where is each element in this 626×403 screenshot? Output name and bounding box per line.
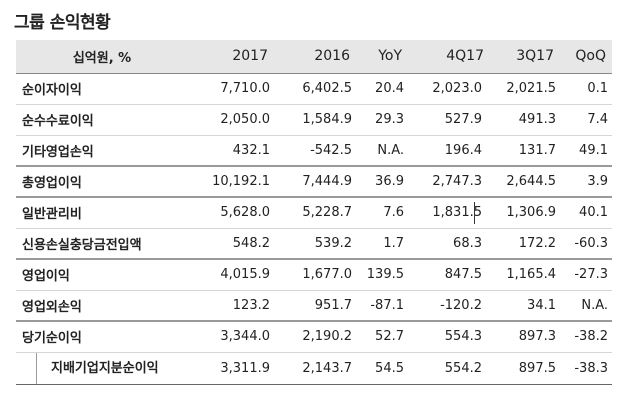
page-title: 그룹 손익현황 bbox=[14, 13, 111, 33]
table-row: 영업외손익 123.2 951.7 -87.1 -120.2 34.1 N.A. bbox=[16, 290, 612, 322]
table-row: 당기순이익 3,344.0 2,190.2 52.7 554.3 897.3 -… bbox=[16, 321, 612, 353]
cell: 52.7 bbox=[356, 321, 408, 353]
table-header-row: 십억원, % 2017 2016 YoY 4Q17 3Q17 QoQ bbox=[16, 40, 612, 74]
cell: 847.5 bbox=[408, 259, 490, 291]
cell: -60.3 bbox=[560, 228, 612, 260]
cell: 54.5 bbox=[356, 352, 408, 385]
cell: 1,584.9 bbox=[274, 104, 356, 136]
row-label: 지배기업지분순이익 bbox=[36, 352, 159, 384]
cell: 0.1 bbox=[560, 73, 612, 105]
header-yoy: YoY bbox=[356, 40, 408, 74]
cell: -38.2 bbox=[560, 321, 612, 353]
row-label: 영업이익 bbox=[16, 259, 188, 291]
table-row: 신용손실충당금전입액 548.2 539.2 1.7 68.3 172.2 -6… bbox=[16, 228, 612, 260]
cell: 68.3 bbox=[408, 228, 490, 260]
cell: 34.1 bbox=[490, 290, 560, 322]
table-row: 영업이익 4,015.9 1,677.0 139.5 847.5 1,165.4… bbox=[16, 259, 612, 291]
cell: 554.2 bbox=[408, 352, 490, 385]
cell: 539.2 bbox=[274, 228, 356, 260]
cell: 6,402.5 bbox=[274, 73, 356, 105]
cell: 2,050.0 bbox=[188, 104, 274, 136]
cell: 49.1 bbox=[560, 135, 612, 167]
cell: 36.9 bbox=[356, 166, 408, 198]
cell: 1,677.0 bbox=[274, 259, 356, 291]
cell: 3,344.0 bbox=[188, 321, 274, 353]
cell: -542.5 bbox=[274, 135, 356, 167]
cell: -38.3 bbox=[560, 352, 612, 385]
cell: 20.4 bbox=[356, 73, 408, 105]
cell: N.A. bbox=[560, 290, 612, 322]
cell: 5,628.0 bbox=[188, 197, 274, 229]
header-4q17: 4Q17 bbox=[408, 40, 490, 74]
cell: 2,747.3 bbox=[408, 166, 490, 198]
cell: -87.1 bbox=[356, 290, 408, 322]
cell: 196.4 bbox=[408, 135, 490, 167]
cell: 4,015.9 bbox=[188, 259, 274, 291]
cell: -27.3 bbox=[560, 259, 612, 291]
row-label: 영업외손익 bbox=[16, 290, 188, 322]
row-label: 순이자이익 bbox=[16, 73, 188, 105]
cell: 491.3 bbox=[490, 104, 560, 136]
table-row: 순수수료이익 2,050.0 1,584.9 29.3 527.9 491.3 … bbox=[16, 104, 612, 136]
cell: 2,021.5 bbox=[490, 73, 560, 105]
cell: 123.2 bbox=[188, 290, 274, 322]
table-row: 일반관리비 5,628.0 5,228.7 7.6 1,831.5 1,306.… bbox=[16, 197, 612, 229]
income-table: 십억원, % 2017 2016 YoY 4Q17 3Q17 QoQ 순이자이익… bbox=[16, 40, 612, 385]
cell: 172.2 bbox=[490, 228, 560, 260]
row-label: 기타영업손익 bbox=[16, 135, 188, 167]
row-label-sub: 지배기업지분순이익 bbox=[16, 352, 188, 385]
cell: 7,710.0 bbox=[188, 73, 274, 105]
cell: 548.2 bbox=[188, 228, 274, 260]
cell: 951.7 bbox=[274, 290, 356, 322]
cell: -120.2 bbox=[408, 290, 490, 322]
cell: 40.1 bbox=[560, 197, 612, 229]
cell: 131.7 bbox=[490, 135, 560, 167]
row-label: 총영업이익 bbox=[16, 166, 188, 198]
header-3q17: 3Q17 bbox=[490, 40, 560, 74]
header-2017: 2017 bbox=[188, 40, 274, 74]
cell: 7.6 bbox=[356, 197, 408, 229]
cell: 3.9 bbox=[560, 166, 612, 198]
row-label: 신용손실충당금전입액 bbox=[16, 228, 188, 260]
cell: 7,444.9 bbox=[274, 166, 356, 198]
cell: N.A. bbox=[356, 135, 408, 167]
cell: 10,192.1 bbox=[188, 166, 274, 198]
header-qoq: QoQ bbox=[560, 40, 612, 74]
row-label: 일반관리비 bbox=[16, 197, 188, 229]
table-row: 지배기업지분순이익 3,311.9 2,143.7 54.5 554.2 897… bbox=[16, 352, 612, 385]
cell: 432.1 bbox=[188, 135, 274, 167]
cell: 1.7 bbox=[356, 228, 408, 260]
cell: 139.5 bbox=[356, 259, 408, 291]
cell: 2,023.0 bbox=[408, 73, 490, 105]
cell: 2,143.7 bbox=[274, 352, 356, 385]
cell: 5,228.7 bbox=[274, 197, 356, 229]
cell: 1,831.5 bbox=[408, 197, 490, 229]
cell: 3,311.9 bbox=[188, 352, 274, 385]
header-unit: 십억원, % bbox=[16, 40, 188, 74]
cell: 2,644.5 bbox=[490, 166, 560, 198]
cell: 29.3 bbox=[356, 104, 408, 136]
cell: 2,190.2 bbox=[274, 321, 356, 353]
cell: 7.4 bbox=[560, 104, 612, 136]
cell: 527.9 bbox=[408, 104, 490, 136]
cell: 1,306.9 bbox=[490, 197, 560, 229]
table-row: 순이자이익 7,710.0 6,402.5 20.4 2,023.0 2,021… bbox=[16, 73, 612, 105]
table-row: 총영업이익 10,192.1 7,444.9 36.9 2,747.3 2,64… bbox=[16, 166, 612, 198]
cell: 897.3 bbox=[490, 321, 560, 353]
cell: 897.5 bbox=[490, 352, 560, 385]
table-row: 기타영업손익 432.1 -542.5 N.A. 196.4 131.7 49.… bbox=[16, 135, 612, 167]
row-label: 순수수료이익 bbox=[16, 104, 188, 136]
header-2016: 2016 bbox=[274, 40, 356, 74]
text-cursor bbox=[474, 202, 475, 224]
row-label: 당기순이익 bbox=[16, 321, 188, 353]
cell: 554.3 bbox=[408, 321, 490, 353]
cell: 1,165.4 bbox=[490, 259, 560, 291]
